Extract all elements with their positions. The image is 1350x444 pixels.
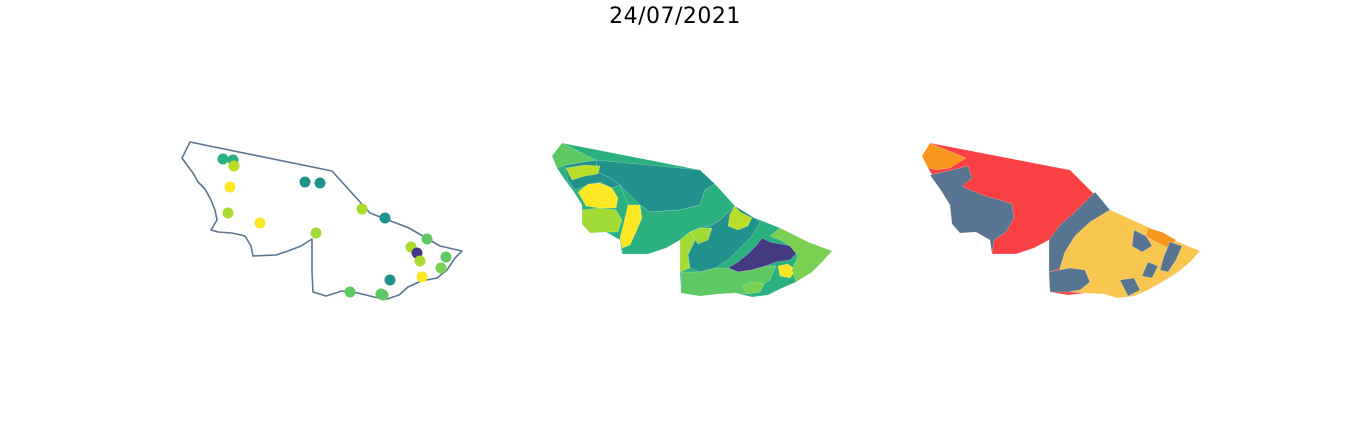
region-slate-e1 bbox=[1131, 229, 1153, 253]
station-point bbox=[421, 233, 433, 245]
station-point bbox=[344, 286, 356, 298]
region-ygreen-1 bbox=[565, 164, 601, 181]
region-green-east bbox=[769, 227, 833, 283]
viridis-choropleth bbox=[551, 142, 833, 298]
region-yellow-south bbox=[1059, 209, 1201, 299]
station-point bbox=[310, 227, 322, 239]
region-lgreen-3 bbox=[741, 281, 765, 295]
station-point bbox=[222, 207, 234, 219]
region-ygreen-center bbox=[727, 205, 753, 231]
region-slate-s2 bbox=[1119, 277, 1141, 297]
station-points bbox=[217, 153, 452, 301]
station-point bbox=[377, 289, 389, 301]
station-point bbox=[384, 274, 396, 286]
region-lgreen-sw bbox=[581, 207, 623, 234]
region-slate-s1 bbox=[1048, 267, 1091, 293]
station-point bbox=[416, 271, 428, 283]
station-point bbox=[379, 212, 391, 224]
region-orange-nw bbox=[921, 142, 967, 171]
station-point bbox=[224, 181, 236, 193]
region-yellow-se bbox=[777, 263, 797, 279]
station-point bbox=[414, 255, 426, 267]
state-outline bbox=[181, 141, 463, 300]
region-slate-e2 bbox=[1159, 241, 1183, 273]
station-point bbox=[356, 203, 368, 215]
station-point bbox=[217, 153, 229, 165]
figure-title: 24/07/2021 bbox=[609, 4, 741, 29]
region-lgreen-2 bbox=[689, 227, 713, 245]
region-slate-e3 bbox=[1141, 261, 1159, 279]
station-point bbox=[440, 251, 452, 263]
station-point bbox=[254, 217, 266, 229]
station-point bbox=[435, 262, 447, 274]
station-point bbox=[299, 176, 311, 188]
region-yellow-strip bbox=[619, 204, 643, 249]
station-point bbox=[314, 177, 326, 189]
region-slate-west bbox=[929, 165, 1015, 255]
points-map bbox=[181, 141, 463, 301]
region-yellow-west bbox=[577, 182, 619, 209]
station-point bbox=[228, 160, 240, 172]
category-choropleth bbox=[921, 142, 1201, 299]
region-nw-green bbox=[551, 142, 597, 169]
